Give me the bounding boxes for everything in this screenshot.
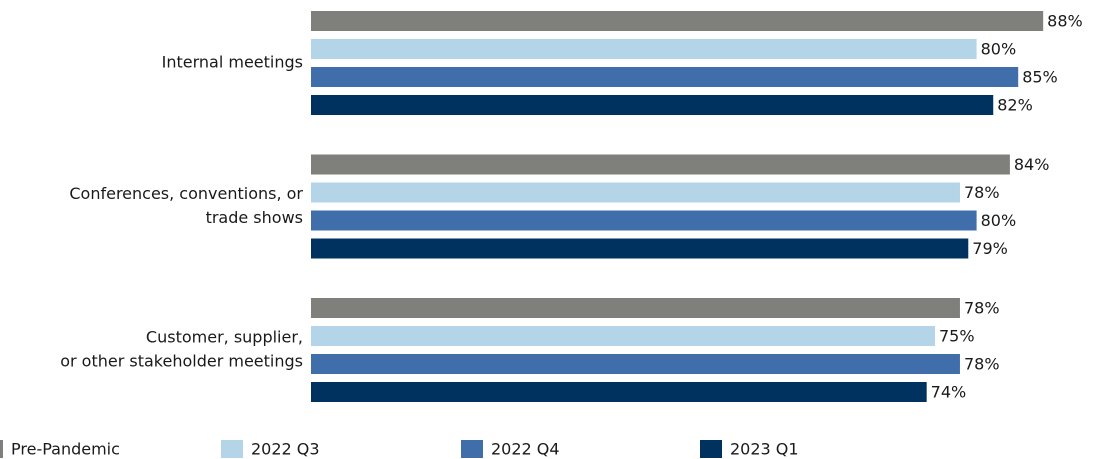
value-label: 79%: [972, 239, 1008, 258]
legend-label: 2022 Q3: [251, 440, 320, 459]
legend-label: Pre-Pandemic: [11, 440, 120, 459]
bar: [311, 382, 927, 402]
value-label: 75%: [939, 327, 975, 346]
legend-swatch: [461, 440, 483, 458]
value-label: 78%: [964, 183, 1000, 202]
value-label: 80%: [981, 40, 1017, 59]
bar: [311, 298, 960, 318]
bar: [311, 326, 935, 346]
legend-swatch: [221, 440, 243, 458]
value-label: 84%: [1014, 155, 1050, 174]
category-label: Customer, supplier,: [146, 328, 303, 347]
legend-label: 2023 Q1: [730, 440, 799, 459]
category-label: trade shows: [206, 208, 303, 227]
category-label: Internal meetings: [162, 53, 303, 72]
bar: [311, 67, 1019, 87]
value-label: 82%: [997, 96, 1033, 115]
value-label: 78%: [964, 299, 1000, 318]
bar: [311, 354, 960, 374]
bar: [311, 238, 969, 259]
value-label: 85%: [1022, 68, 1058, 87]
category-label: Conferences, conventions, or: [69, 184, 303, 203]
bar: [311, 39, 977, 59]
bar: [311, 182, 960, 203]
category-label: or other stakeholder meetings: [60, 352, 303, 371]
value-label: 88%: [1047, 12, 1083, 31]
bar: [311, 154, 1010, 175]
value-label: 74%: [931, 383, 967, 402]
bar: [311, 95, 994, 115]
value-label: 80%: [981, 211, 1017, 230]
legend-swatch: [0, 440, 3, 458]
value-label: 78%: [964, 355, 1000, 374]
legend-label: 2022 Q4: [491, 440, 560, 459]
bar: [311, 11, 1044, 31]
bar: [311, 210, 977, 231]
legend-swatch: [700, 440, 722, 458]
